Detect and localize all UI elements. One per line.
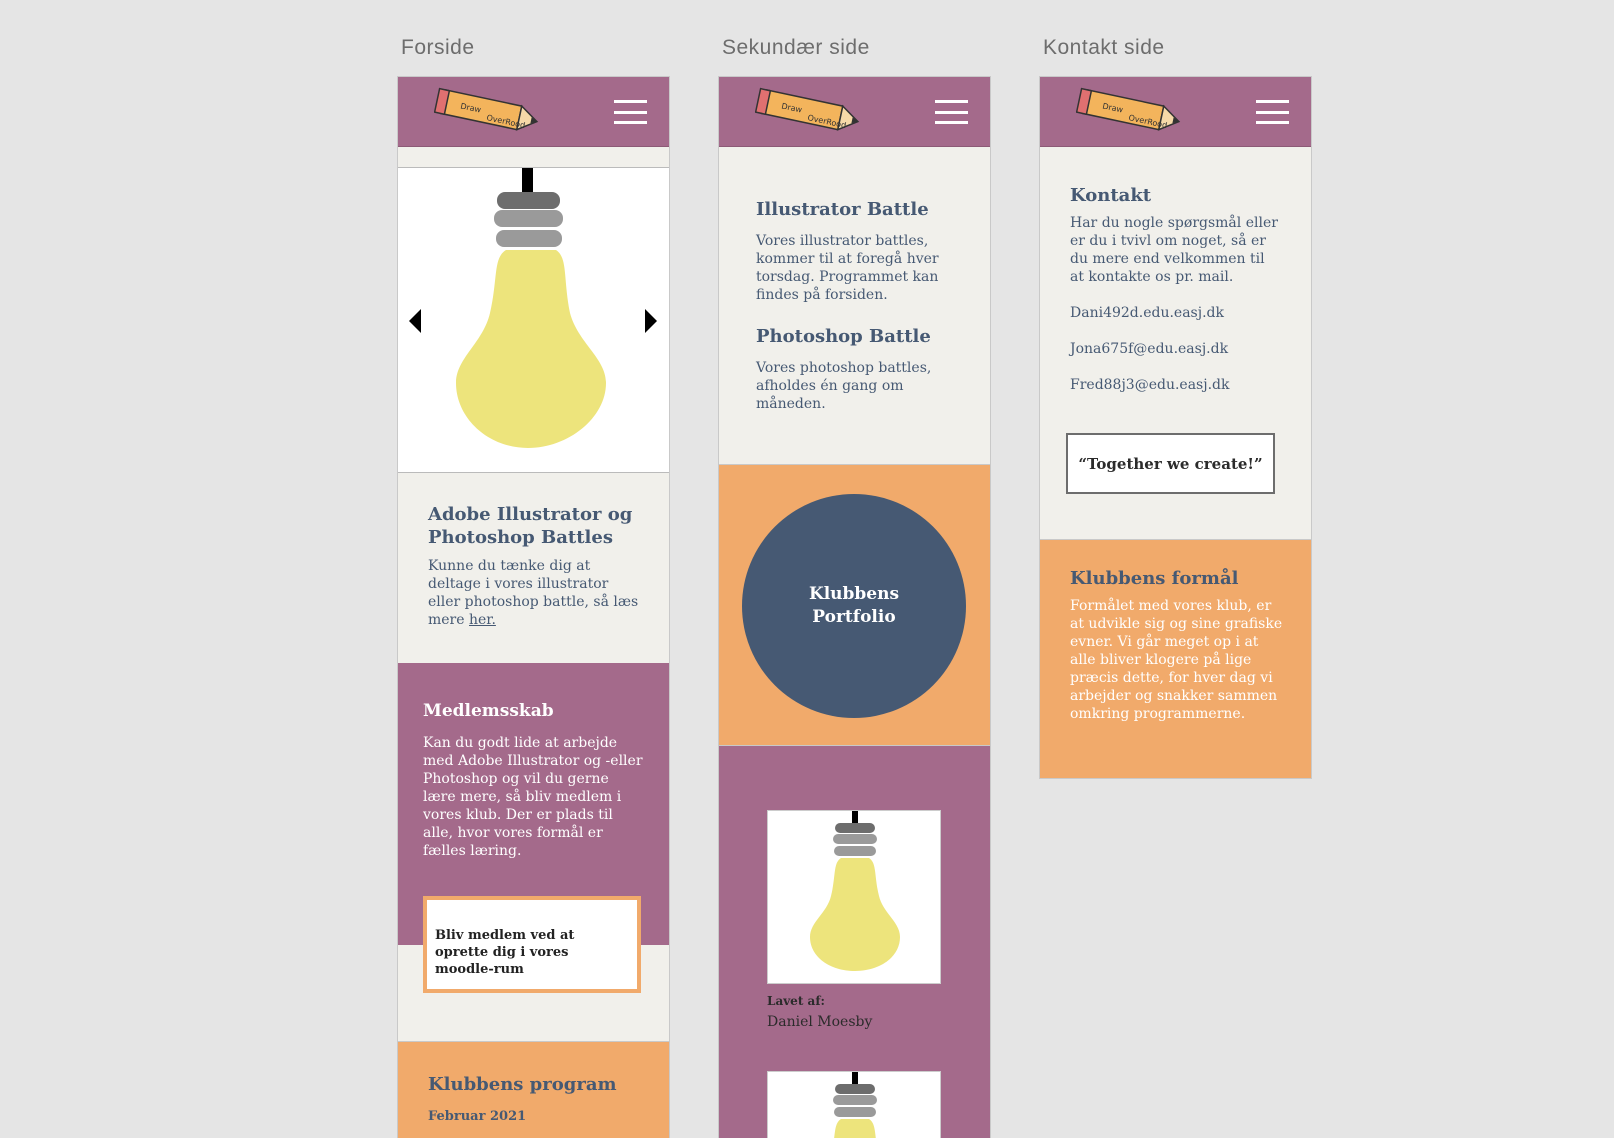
contact-title: Kontakt (1070, 185, 1152, 206)
image-slider (398, 167, 669, 473)
lightbulb-thumbnail (833, 1072, 877, 1138)
hamburger-menu-icon[interactable] (614, 100, 647, 124)
column-label-kontakt: Kontakt side (1043, 36, 1165, 59)
membership-button-label: Bliv medlem ved at oprette dig i vores m… (435, 928, 575, 977)
purpose-title: Klubbens formål (1070, 568, 1239, 589)
intro-title: Adobe Illustrator og Photoshop Battles (428, 504, 633, 548)
site-header: Draw OverRood (1040, 77, 1311, 147)
column-label-forside: Forside (401, 36, 475, 59)
pencil-logo-icon: Draw OverRood (1075, 87, 1181, 131)
battles-section: Illustrator Battle Vores illustrator bat… (719, 147, 990, 464)
site-header: Draw OverRood (719, 77, 990, 147)
contact-email[interactable]: Fred88j3@edu.easj.dk (1070, 377, 1230, 393)
purpose-text: Formålet med vores klub, er at udvikle s… (1070, 598, 1283, 722)
quote-box: “Together we create!” (1066, 433, 1275, 494)
portfolio-gallery: Lavet af: Daniel Moesby (719, 746, 990, 1138)
lightbulb-image (456, 168, 606, 448)
photoshop-battle-title: Photoshop Battle (756, 326, 931, 347)
logo[interactable]: Draw OverRood (433, 87, 540, 139)
membership-button[interactable]: Bliv medlem ved at oprette dig i vores m… (423, 896, 641, 993)
portfolio-section: Klubbens Portfolio (719, 464, 990, 746)
lightbulb-thumbnail (810, 811, 900, 971)
contact-text: Har du nogle spørgsmål eller er du i tvi… (1070, 215, 1278, 285)
intro-text: Kunne du tænke dig at deltage i vores il… (428, 558, 639, 628)
program-month: Februar 2021 (428, 1109, 527, 1124)
made-by-label: Lavet af: (767, 994, 825, 1008)
logo[interactable]: Draw OverRood (754, 87, 861, 139)
portfolio-button-label: Klubbens Portfolio (808, 584, 900, 627)
slider-prev-arrow-icon[interactable] (409, 309, 421, 333)
program-title: Klubbens program (428, 1074, 617, 1095)
hamburger-menu-icon[interactable] (1256, 100, 1289, 124)
slider-next-arrow-icon[interactable] (645, 309, 657, 333)
svg-text:Draw: Draw (1102, 101, 1125, 114)
hamburger-menu-icon[interactable] (935, 100, 968, 124)
contact-email[interactable]: Jona675f@edu.easj.dk (1070, 341, 1229, 357)
intro-read-more-link[interactable]: her. (469, 612, 496, 628)
pencil-logo-icon: Draw OverRood (433, 87, 539, 131)
svg-text:Draw: Draw (781, 101, 804, 114)
sekundaer-frame: Draw OverRood Illustrator Battle Vores i… (718, 76, 991, 1138)
contact-section: Kontakt Har du nogle spørgsmål eller er … (1040, 147, 1311, 539)
portfolio-item[interactable] (767, 1071, 941, 1138)
quote-text: “Together we create!” (1078, 454, 1263, 473)
membership-title: Medlemsskab (423, 701, 554, 721)
membership-text: Kan du godt lide at arbejde med Adobe Il… (423, 735, 643, 859)
made-by-name: Daniel Moesby (767, 1014, 873, 1030)
illustrator-battle-title: Illustrator Battle (756, 199, 929, 220)
svg-text:Draw: Draw (460, 101, 483, 114)
contact-email[interactable]: Dani492d.edu.easj.dk (1070, 305, 1224, 321)
illustrator-battle-text: Vores illustrator battles, kommer til at… (756, 233, 939, 303)
program-section: Klubbens program Februar 2021 (398, 1041, 669, 1138)
column-label-sekundaer: Sekundær side (722, 36, 870, 59)
forside-frame: Draw OverRood Adobe Illustrator og Photo… (397, 76, 670, 1138)
site-header: Draw OverRood (398, 77, 669, 147)
portfolio-item[interactable] (767, 810, 941, 984)
portfolio-button[interactable]: Klubbens Portfolio (742, 494, 966, 718)
intro-text-block: Kunne du tænke dig at deltage i vores il… (428, 557, 639, 629)
intro-section: Adobe Illustrator og Photoshop Battles K… (398, 473, 669, 663)
purpose-section: Klubbens formål Formålet med vores klub,… (1040, 539, 1311, 778)
pencil-logo-icon: Draw OverRood (754, 87, 860, 131)
kontakt-frame: Draw OverRood Kontakt Har du nogle spørg… (1039, 76, 1312, 779)
photoshop-battle-text: Vores photoshop battles, afholdes én gan… (756, 360, 932, 412)
logo[interactable]: Draw OverRood (1075, 87, 1182, 139)
